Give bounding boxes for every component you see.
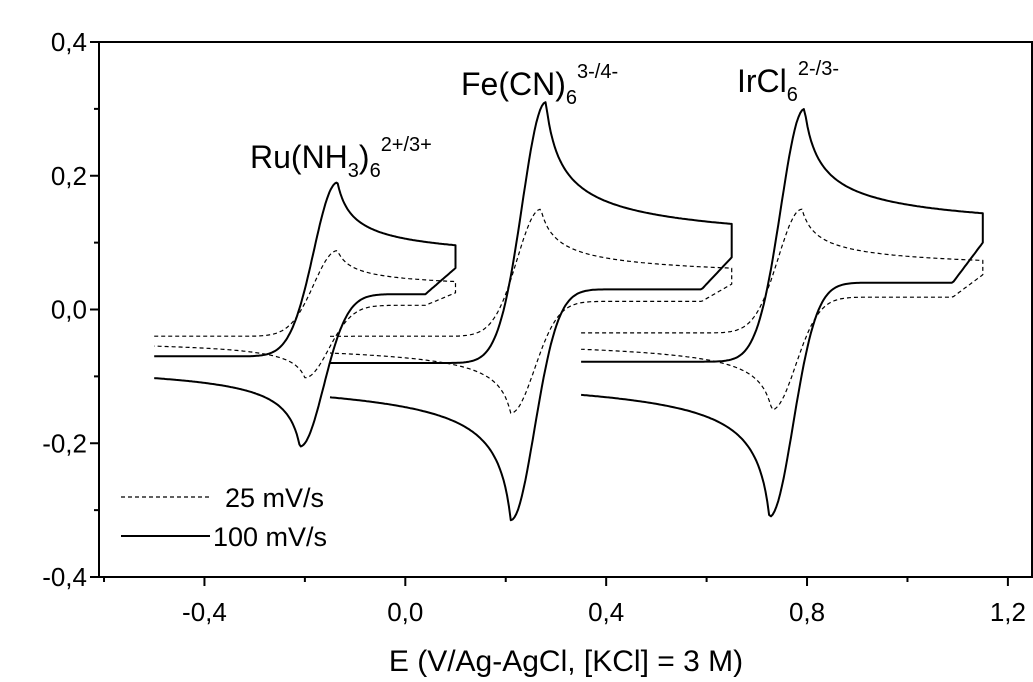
cv-curve-3 <box>329 208 733 414</box>
cv-curve-4 <box>581 108 984 518</box>
x-tick-label: 0,4 <box>588 597 624 627</box>
annotations-layer: Ru(NH3)62+/3+ Fe(CN)63-/4- IrCl62-/3- <box>250 58 839 182</box>
couple-label-ir: IrCl62-/3- <box>737 58 839 106</box>
y-tick-label: -0,4 <box>42 562 87 592</box>
legend-label-1: 100 mV/s <box>213 522 327 552</box>
axes-layer: -0,4 0,0 0,4 0,8 1,2 0,4 0,2 0,0 -0,2 -0,4 <box>42 27 1026 627</box>
legend: 25 mV/s 100 mV/s <box>121 483 327 552</box>
y-tick-label: -0,2 <box>42 428 87 458</box>
x-tick-label: -0,4 <box>182 597 227 627</box>
cv-curve-0 <box>154 181 457 448</box>
y-tick-label: 0,0 <box>51 295 87 325</box>
cv-curve-1 <box>154 250 457 379</box>
couple-label-fe: Fe(CN)63-/4- <box>461 61 618 109</box>
x-tick-label: 0,0 <box>387 597 423 627</box>
curves-layer <box>154 101 984 522</box>
cv-curve-5 <box>581 208 984 411</box>
x-tick-label: 1,2 <box>990 597 1026 627</box>
x-tick-label: 0,8 <box>789 597 825 627</box>
couple-label-ru: Ru(NH3)62+/3+ <box>250 134 432 182</box>
cv-curve-2 <box>329 101 733 522</box>
x-axis-label: E (V/Ag-AgCl, [KCl] = 3 M) <box>389 645 743 677</box>
y-tick-label: 0,2 <box>51 161 87 191</box>
y-tick-label: 0,4 <box>51 27 87 57</box>
legend-label-0: 25 mV/s <box>225 483 324 513</box>
